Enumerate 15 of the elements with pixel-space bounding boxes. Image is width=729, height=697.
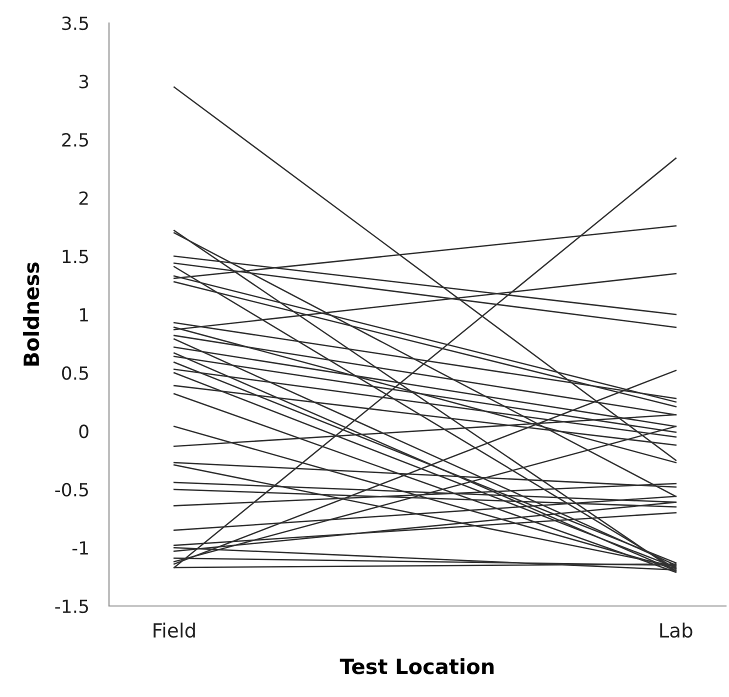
x-tick-label: Lab — [660, 622, 692, 638]
x-axis-title: Test Location — [340, 658, 494, 674]
y-tick-label: 0 — [79, 424, 88, 438]
y-tick-label: -1 — [72, 541, 88, 555]
y-tick-label: 0.5 — [62, 366, 88, 380]
x-tick-label: Field — [154, 622, 195, 638]
y-tick-label: 2.5 — [62, 133, 88, 147]
y-tick-label: 1 — [80, 308, 88, 322]
y-tick-label: 1.5 — [62, 250, 88, 264]
y-tick-label: 2 — [79, 191, 88, 205]
y-tick-label: 3.5 — [62, 16, 88, 30]
y-axis-title: Boldness — [23, 262, 40, 366]
y-tick-label: 3 — [79, 74, 88, 88]
y-tick-label: -0.5 — [55, 482, 88, 497]
y-tick-label: -1.5 — [55, 600, 88, 614]
